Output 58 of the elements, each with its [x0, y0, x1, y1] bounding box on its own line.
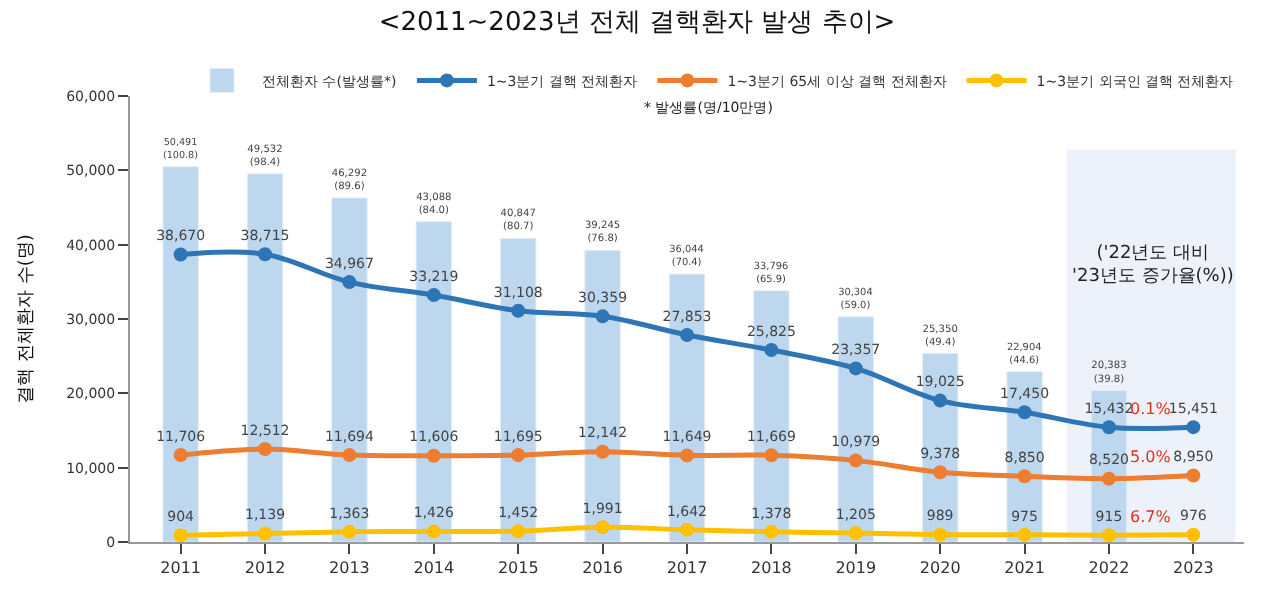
point: [1186, 527, 1201, 542]
point: [511, 524, 526, 539]
point: [258, 247, 273, 262]
x-tick-label: 2019: [835, 559, 877, 578]
point: [426, 448, 441, 463]
point: [764, 448, 779, 463]
point: [764, 524, 779, 539]
point: [595, 520, 610, 535]
point: [1101, 528, 1116, 543]
point: [595, 444, 610, 459]
point: [1101, 471, 1116, 486]
x-tick-label: 2020: [919, 559, 961, 578]
point: [848, 361, 863, 376]
point: [1186, 468, 1201, 483]
point: [426, 288, 441, 303]
point: [680, 522, 694, 537]
x-tick-label: 2013: [329, 559, 370, 578]
point: [933, 393, 948, 408]
point: [511, 303, 526, 318]
point: [848, 453, 863, 468]
point: [680, 448, 694, 463]
point: [511, 448, 526, 463]
chart-title: <2011~2023년 전체 결핵환자 발생 추이>: [378, 8, 896, 39]
annotation: 5.0%: [1130, 448, 1172, 466]
x-tick-label: 2015: [497, 559, 539, 578]
x-tick-label: 2021: [1004, 559, 1045, 578]
point: [764, 343, 779, 358]
annotation: ('22년도 대비 '23년도 증가율(%)): [1072, 244, 1234, 288]
point: [342, 524, 357, 539]
point: [173, 247, 188, 262]
x-tick-label: 2017: [666, 559, 708, 578]
point: [1017, 469, 1032, 484]
point: [933, 465, 948, 480]
annotation: 6.7%: [1130, 508, 1172, 526]
x-tick-label: 2014: [413, 559, 455, 578]
x-tick-label: 2011: [160, 559, 201, 578]
point: [680, 327, 694, 342]
point: [1186, 420, 1201, 435]
point: [1017, 527, 1032, 542]
point: [1017, 405, 1032, 420]
point: [258, 526, 273, 541]
point: [173, 528, 188, 543]
x-tick-label: 2023: [1173, 559, 1214, 578]
x-tick-label: 2016: [582, 559, 623, 578]
point: [1101, 420, 1116, 435]
x-tick-label: 2018: [751, 559, 792, 578]
point: [258, 442, 273, 456]
point: [173, 447, 188, 462]
point: [342, 275, 357, 290]
x-tick-label: 2022: [1088, 559, 1130, 578]
point: [342, 448, 357, 463]
point: [595, 309, 610, 324]
x-tick-label: 2012: [244, 559, 286, 578]
y-axis-title: 결핵 전체환자 수(명): [16, 234, 37, 404]
annotation: 0.1%: [1130, 400, 1172, 418]
point: [933, 527, 948, 542]
point: [848, 526, 863, 541]
point: [426, 524, 441, 539]
